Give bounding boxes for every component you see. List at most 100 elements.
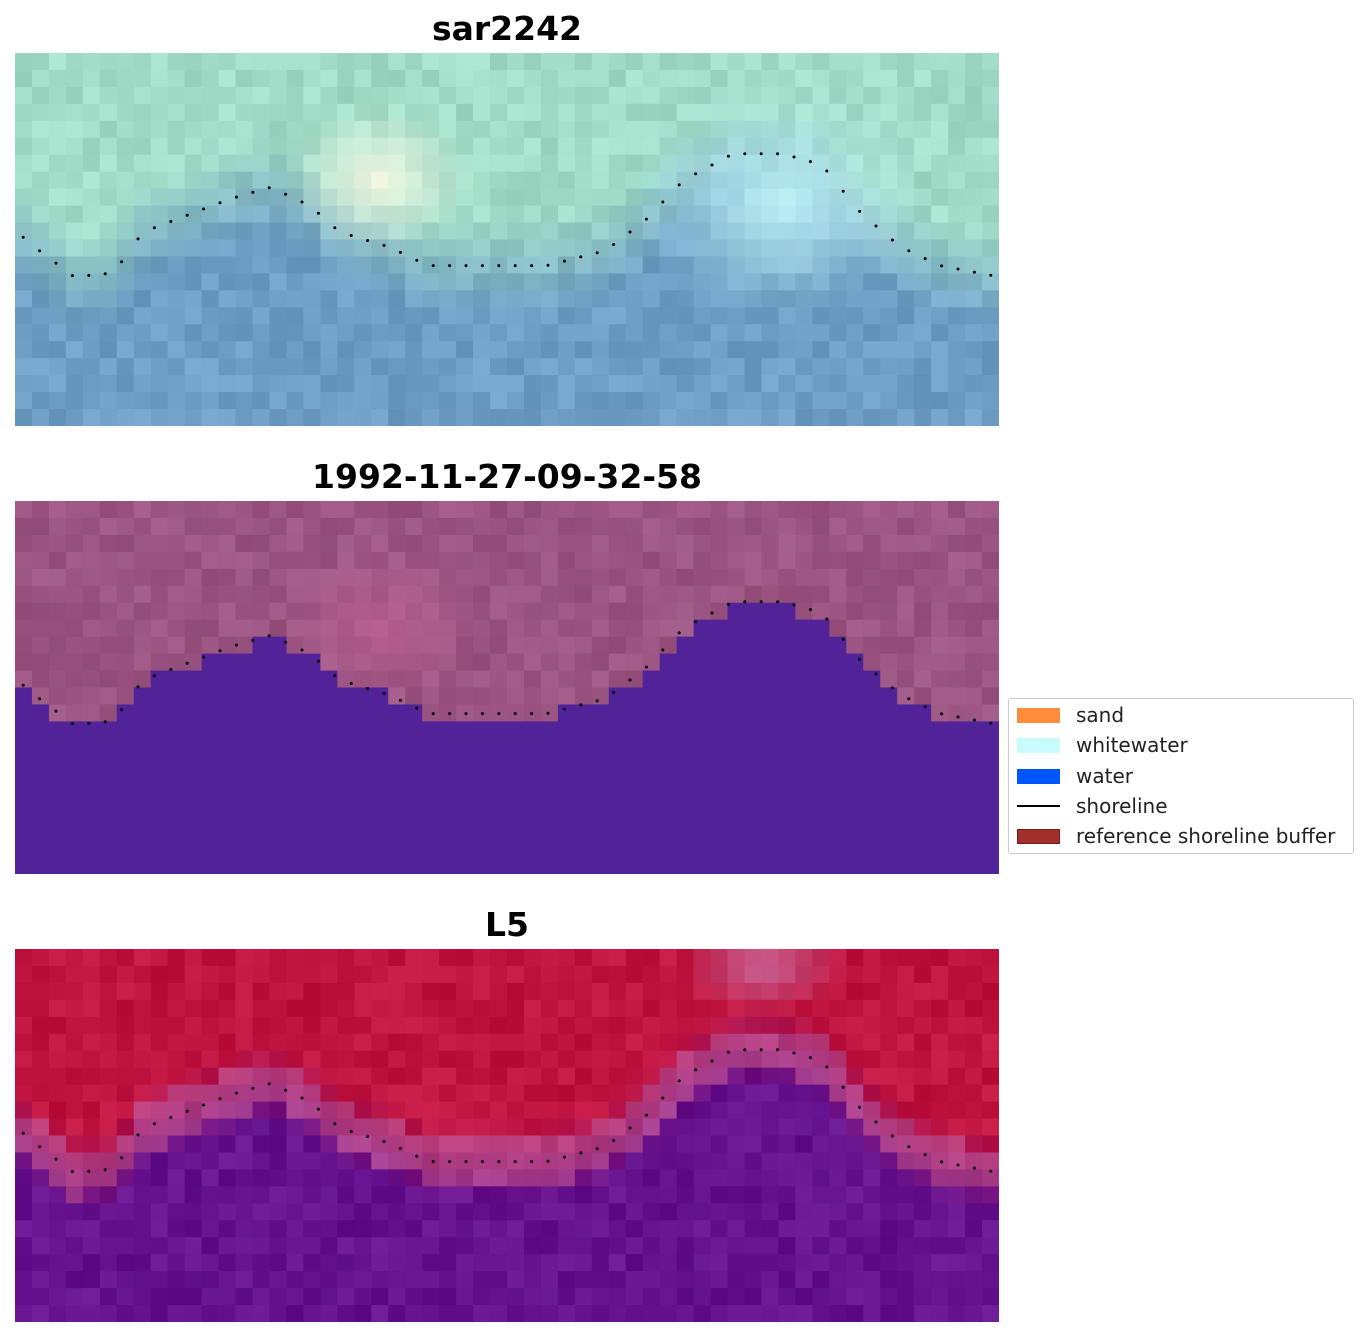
rgb-image-pixel	[439, 409, 457, 426]
rgb-image-pixel	[116, 239, 135, 258]
rgb-image-pixel	[303, 120, 321, 139]
rgb-image-pixel	[574, 103, 593, 122]
index-image-pixel	[201, 1050, 220, 1069]
rgb-image-pixel	[846, 137, 864, 156]
rgb-image-pixel	[184, 239, 203, 258]
rgb-image-pixel	[727, 290, 746, 308]
index-image-pixel	[303, 1169, 321, 1187]
shoreline-point	[38, 697, 42, 701]
classified-image-pixel	[269, 501, 288, 519]
classified-image-pixel	[914, 501, 932, 519]
rgb-image-pixel	[863, 358, 881, 376]
rgb-image-pixel	[965, 290, 983, 308]
classified-image-pixel	[473, 738, 491, 756]
classified-image-pixel	[914, 823, 932, 841]
classified-image-pixel	[965, 687, 983, 706]
rgb-image-pixel	[914, 375, 932, 393]
rgb-image-pixel	[507, 120, 525, 139]
classified-image-pixel	[490, 721, 508, 739]
rgb-image-pixel	[642, 137, 661, 156]
index-image-pixel	[574, 1186, 593, 1204]
rgb-image-pixel	[574, 341, 593, 359]
classified-image-pixel	[676, 501, 695, 519]
index-image-pixel	[490, 949, 508, 967]
rgb-image-pixel	[812, 188, 830, 207]
index-image-pixel	[778, 1152, 797, 1170]
classified-image-pixel	[846, 738, 864, 756]
index-image-pixel	[846, 1169, 864, 1187]
index-image-pixel	[778, 965, 797, 984]
index-image-pixel	[167, 1237, 186, 1255]
classified-image-pixel	[286, 501, 305, 519]
index-image-pixel	[880, 1016, 898, 1035]
rgb-image-pixel	[914, 137, 932, 156]
rgb-image-pixel	[354, 222, 372, 241]
classified-image-pixel	[710, 636, 729, 655]
rgb-image-pixel	[846, 307, 864, 325]
rgb-image-pixel	[948, 324, 966, 342]
rgb-image-pixel	[659, 392, 678, 410]
index-image-pixel	[744, 1152, 763, 1170]
index-image-pixel	[116, 1254, 135, 1272]
rgb-image-pixel	[456, 137, 474, 156]
classified-image-pixel	[965, 551, 983, 570]
index-image-pixel	[693, 1186, 712, 1204]
index-image-pixel	[744, 1084, 763, 1103]
classified-image-pixel	[31, 857, 50, 874]
classified-image-pixel	[456, 755, 474, 773]
rgb-image-pixel	[422, 188, 440, 207]
index-image-pixel	[948, 1050, 966, 1069]
classified-image-pixel	[167, 551, 186, 570]
classified-image-pixel	[303, 636, 321, 655]
rgb-image-pixel	[948, 307, 966, 325]
rgb-image-pixel	[269, 341, 288, 359]
index-image-pixel	[659, 999, 678, 1018]
rgb-image-pixel	[608, 188, 627, 207]
rgb-image-pixel	[846, 324, 864, 342]
classified-image-pixel	[557, 687, 576, 706]
classified-image-pixel	[269, 670, 288, 689]
rgb-image-pixel	[150, 171, 169, 190]
rgb-image-pixel	[812, 409, 830, 426]
classified-image-pixel	[863, 704, 881, 722]
index-image-pixel	[48, 1203, 67, 1221]
classified-image-pixel	[761, 585, 780, 604]
index-image-pixel	[693, 1118, 712, 1137]
rgb-image-pixel	[337, 120, 355, 139]
classified-image-pixel	[948, 501, 966, 519]
rgb-image-pixel	[252, 171, 271, 190]
classified-image-pixel	[744, 772, 763, 790]
shoreline-point	[776, 152, 780, 156]
index-image-pixel	[540, 1067, 559, 1086]
shoreline-point	[890, 238, 894, 242]
index-image-pixel	[405, 1033, 423, 1052]
classified-image-pixel	[235, 823, 254, 841]
classified-image-pixel	[914, 687, 932, 706]
index-image-pixel	[388, 1169, 406, 1187]
index-image-pixel	[693, 1050, 712, 1069]
classified-image-pixel	[201, 602, 220, 621]
rgb-image-pixel	[863, 103, 881, 122]
rgb-image-pixel	[863, 239, 881, 258]
rgb-image-pixel	[829, 120, 847, 139]
classified-image-pixel	[439, 585, 457, 604]
classified-image-pixel	[252, 772, 271, 790]
classified-image-pixel	[914, 636, 932, 655]
index-image-pixel	[252, 999, 271, 1018]
index-image-pixel	[727, 1067, 746, 1086]
classified-image-pixel	[982, 653, 999, 672]
classified-image-pixel	[82, 823, 101, 841]
rgb-image-pixel	[965, 222, 983, 241]
classified-image-pixel	[252, 789, 271, 807]
rgb-image-pixel	[201, 409, 220, 426]
classified-image-pixel	[218, 840, 237, 858]
shoreline-point	[546, 711, 550, 715]
classified-image-pixel	[710, 721, 729, 739]
rgb-image-pixel	[507, 222, 525, 241]
index-image-pixel	[422, 1169, 440, 1187]
index-image-pixel	[320, 1135, 338, 1154]
classified-image-pixel	[880, 568, 898, 587]
classified-image-pixel	[422, 704, 440, 722]
classified-image-pixel	[218, 721, 237, 739]
classified-image-pixel	[931, 840, 949, 858]
